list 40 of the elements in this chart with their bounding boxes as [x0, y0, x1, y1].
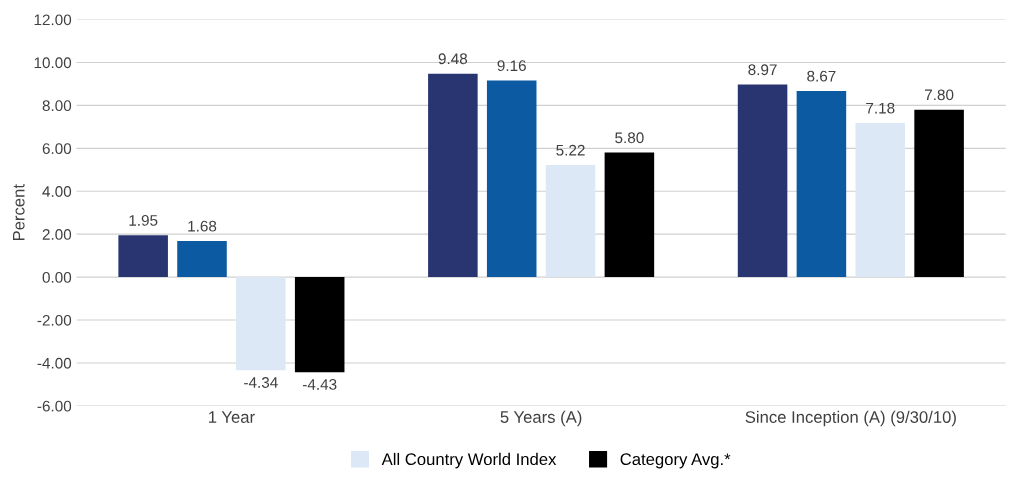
data-label: 9.48 — [438, 53, 468, 65]
y-tick-label: 12.00 — [34, 14, 72, 26]
bar — [486, 80, 537, 278]
bar — [177, 241, 227, 278]
data-label: 1.68 — [188, 220, 217, 232]
data-label: 5.80 — [615, 132, 644, 144]
y-tick-label: 4.00 — [42, 186, 72, 197]
y-tick-label: -6.00 — [37, 400, 72, 412]
bar — [294, 277, 345, 373]
data-label: 7.80 — [925, 89, 954, 101]
bar — [737, 84, 788, 278]
data-label: 8.67 — [807, 70, 836, 82]
data-label: -4.43 — [302, 379, 337, 390]
bar — [796, 91, 847, 278]
bar — [545, 165, 596, 278]
bar — [118, 235, 168, 278]
bar — [914, 109, 964, 278]
bar — [604, 152, 655, 278]
y-tick-label: 2.00 — [42, 229, 72, 240]
y-tick-label: 0.00 — [42, 271, 72, 283]
y-tick-label: 10.00 — [34, 57, 72, 69]
data-label: -4.34 — [244, 377, 278, 388]
bar — [428, 73, 478, 278]
data-label: 9.16 — [497, 60, 526, 72]
x-tick-label: 5 Years (A) — [500, 410, 582, 427]
bar — [855, 123, 906, 278]
x-tick-label: Since Inception (A) (9/30/10) — [745, 410, 956, 427]
y-axis-title: Percent — [13, 184, 25, 241]
data-label: 1.95 — [129, 214, 158, 226]
y-tick-label: 8.00 — [42, 100, 72, 112]
data-label: 7.18 — [866, 102, 895, 114]
y-tick-label: -2.00 — [37, 314, 72, 326]
legend-label: Category Avg.* — [620, 453, 731, 469]
legend-label: All Country World Index — [381, 452, 557, 469]
x-tick-label: 1 Year — [209, 411, 255, 423]
data-label: 5.22 — [556, 144, 585, 156]
bar — [236, 277, 286, 371]
y-tick-label: 6.00 — [42, 143, 72, 155]
data-label: 8.97 — [748, 64, 777, 76]
y-tick-label: -4.00 — [37, 357, 72, 369]
